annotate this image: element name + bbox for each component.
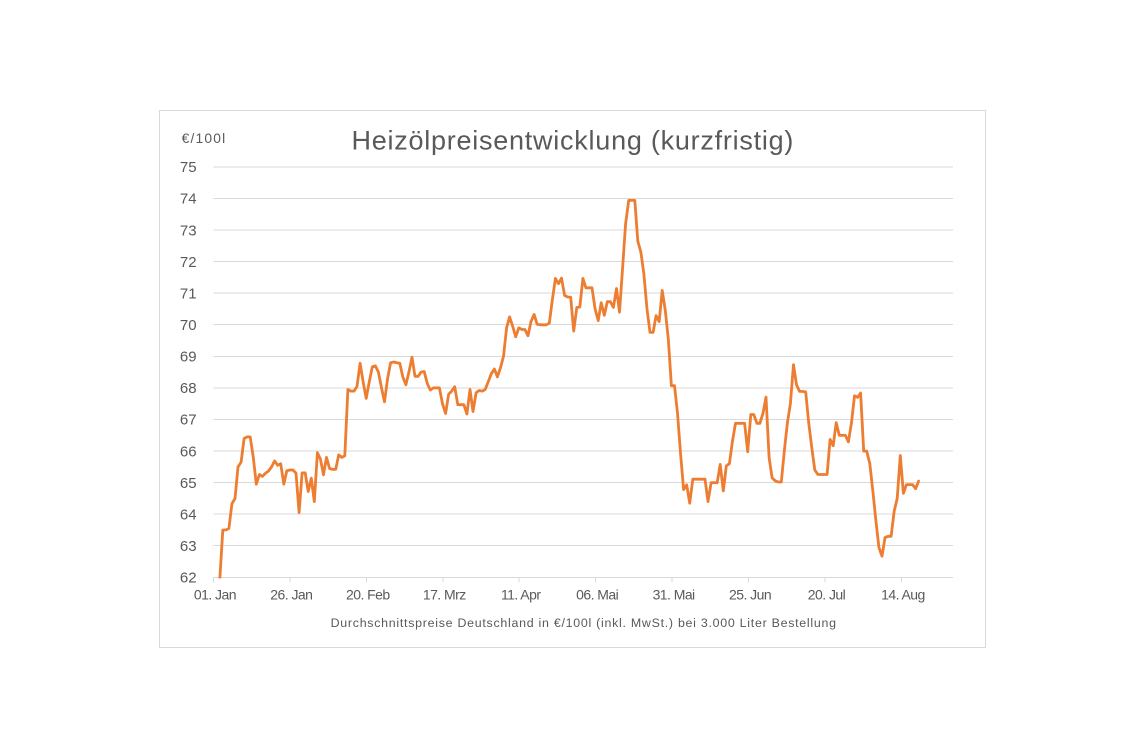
svg-text:17. Mrz: 17. Mrz bbox=[423, 586, 466, 602]
svg-text:63: 63 bbox=[180, 538, 197, 555]
svg-text:€/100l: €/100l bbox=[182, 130, 227, 145]
svg-text:67: 67 bbox=[180, 411, 197, 428]
svg-text:75: 75 bbox=[180, 159, 197, 176]
svg-text:69: 69 bbox=[180, 348, 197, 365]
svg-text:74: 74 bbox=[180, 190, 197, 207]
svg-text:70: 70 bbox=[180, 317, 197, 334]
svg-text:71: 71 bbox=[180, 285, 197, 302]
svg-text:11. Apr: 11. Apr bbox=[501, 586, 541, 602]
svg-text:64: 64 bbox=[180, 506, 197, 523]
svg-text:62: 62 bbox=[180, 569, 197, 586]
svg-text:65: 65 bbox=[180, 474, 197, 491]
svg-text:25. Jun: 25. Jun bbox=[729, 586, 771, 602]
svg-text:20. Jul: 20. Jul bbox=[808, 586, 846, 602]
svg-text:14. Aug: 14. Aug bbox=[881, 586, 925, 602]
svg-text:66: 66 bbox=[180, 443, 197, 460]
svg-text:Heizölpreisentwicklung (kurzfr: Heizölpreisentwicklung (kurzfristig) bbox=[352, 125, 795, 155]
svg-text:72: 72 bbox=[180, 253, 197, 270]
svg-text:68: 68 bbox=[180, 380, 197, 397]
svg-text:01. Jan: 01. Jan bbox=[194, 586, 236, 602]
svg-text:06. Mai: 06. Mai bbox=[576, 586, 618, 602]
svg-text:26. Jan: 26. Jan bbox=[270, 586, 312, 602]
svg-text:31. Mai: 31. Mai bbox=[653, 586, 695, 602]
svg-text:Durchschnittspreise Deutschlan: Durchschnittspreise Deutschland in €/100… bbox=[331, 615, 837, 629]
svg-text:73: 73 bbox=[180, 222, 197, 239]
svg-text:20. Feb: 20. Feb bbox=[346, 586, 390, 602]
